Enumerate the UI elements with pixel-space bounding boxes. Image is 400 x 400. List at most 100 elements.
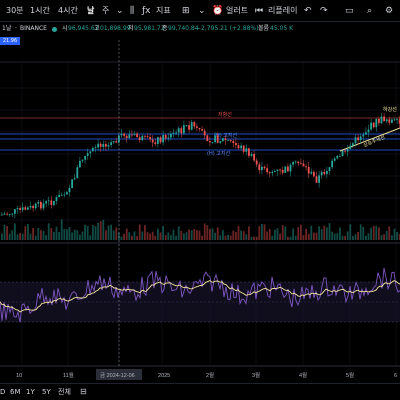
volume-bar xyxy=(94,226,97,240)
volume-bar xyxy=(159,232,162,240)
top-toolbar: 30분 1시간 4시간 날 주 ⌄ ⫼ ƒx 지표 ⊞ ⌄ ⏰ 얼러트 ⏮ 리플… xyxy=(0,0,400,22)
candle-body xyxy=(378,118,380,124)
candle-body xyxy=(29,206,32,208)
volume-bar xyxy=(66,229,68,240)
candle-body xyxy=(391,119,393,123)
settings-icon[interactable]: ⚙ xyxy=(385,6,394,16)
chevron-down-icon[interactable]: ⌄ xyxy=(116,6,124,16)
interval-1h-button[interactable]: 1시간 xyxy=(30,6,50,15)
volume-bar xyxy=(19,233,21,240)
volume-bar xyxy=(3,224,6,240)
interval-4h-button[interactable]: 4시간 xyxy=(58,6,78,15)
candle-body xyxy=(34,203,37,209)
templates-icon[interactable]: ⊞ xyxy=(182,6,190,16)
replay-button[interactable]: 리플레이 xyxy=(268,6,298,15)
volume-bar xyxy=(185,232,188,240)
candle-body xyxy=(86,153,89,156)
indicators-button[interactable]: 지표 xyxy=(156,6,171,15)
volume-bar xyxy=(391,235,393,240)
candle-body xyxy=(110,142,112,146)
volume-bar xyxy=(398,233,400,240)
candle-body xyxy=(344,150,346,152)
rsi-pane xyxy=(0,267,400,323)
candle-body xyxy=(66,192,68,195)
interval-day-button[interactable]: 날 xyxy=(87,6,95,15)
search-icon[interactable]: ⌕ xyxy=(367,6,373,16)
volume-bar xyxy=(396,232,398,240)
candle-body xyxy=(40,202,42,209)
candle-body xyxy=(193,122,196,127)
candle-body xyxy=(3,213,6,215)
candle-body xyxy=(310,171,313,174)
price-chart[interactable]: 저항선 (H) 고지선 (H) 고지선 하강선 상승추세선 10 11월 금 2… xyxy=(0,0,400,383)
price-badge: 21.96 xyxy=(0,37,20,45)
range-6m-button[interactable]: 6M xyxy=(10,388,21,396)
candle-body xyxy=(21,207,24,210)
volume-bar xyxy=(362,226,365,240)
candle-body xyxy=(235,143,237,146)
chevron-down-icon[interactable]: ⌄ xyxy=(198,6,206,16)
volume-bar xyxy=(32,227,34,240)
redo-icon[interactable]: ↷ xyxy=(320,6,328,16)
candle-body xyxy=(315,176,318,183)
candle-body xyxy=(27,207,29,210)
volume-bar xyxy=(131,235,133,240)
undo-icon[interactable]: ↶ xyxy=(304,6,312,16)
candle-body xyxy=(297,161,300,164)
candle-body xyxy=(180,128,183,134)
volume-bar xyxy=(209,229,211,240)
replay-icon[interactable]: ⏮ xyxy=(255,6,264,16)
volume-bar xyxy=(354,234,357,240)
volume-bar xyxy=(240,230,242,240)
alert-button[interactable]: 얼러트 xyxy=(226,6,249,15)
range-1y-button[interactable]: 1Y xyxy=(26,388,35,396)
time-label: 4월 xyxy=(299,371,307,379)
interval-30m-button[interactable]: 30분 xyxy=(6,6,24,15)
horizontal-grid xyxy=(0,87,400,221)
layout-icon[interactable]: ▭ xyxy=(345,6,354,16)
candle-body xyxy=(177,128,180,133)
volume-bar xyxy=(300,224,302,240)
candle-body xyxy=(159,137,162,143)
crosshair-date-label: 금 2024-12-06 xyxy=(100,372,135,379)
candle-body xyxy=(242,145,245,152)
candle-type-icon[interactable]: ⫼ xyxy=(130,6,135,16)
range-5y-button[interactable]: 5Y xyxy=(42,388,51,396)
candle-body xyxy=(89,151,92,154)
candle-body xyxy=(258,164,261,171)
date-range-icon[interactable]: ⊟ xyxy=(80,387,87,396)
volume-bar xyxy=(73,229,76,240)
indicators-icon[interactable]: ƒx xyxy=(142,6,151,16)
candle-body xyxy=(188,125,190,130)
volume-bar xyxy=(177,226,180,240)
candle-body xyxy=(323,171,326,175)
volume-bar xyxy=(248,226,250,240)
time-axis: 10 11월 금 2024-12-06 2025 2월 3월 4월 5월 6 xyxy=(16,369,397,380)
candle-body xyxy=(274,170,276,172)
range-1d-button[interactable]: D xyxy=(0,388,6,396)
range-all-button[interactable]: 전체 xyxy=(58,388,71,396)
candle-body xyxy=(248,148,250,156)
volume-bar xyxy=(388,226,391,240)
candle-body xyxy=(175,132,177,134)
volume-bar xyxy=(229,235,232,240)
interval-week-button[interactable]: 주 xyxy=(102,6,110,15)
volume-bar xyxy=(242,231,245,240)
volume-bars xyxy=(1,219,400,240)
candle-body xyxy=(24,207,27,210)
drawing-levels[interactable] xyxy=(0,117,400,152)
volume-bar xyxy=(352,236,354,240)
symbol-interval[interactable]: 1날 xyxy=(2,25,12,32)
volume-bar xyxy=(276,228,279,240)
volume-bar xyxy=(110,224,112,240)
volume-bar xyxy=(281,225,284,240)
high-value: 01,898.99 xyxy=(100,25,131,32)
candle-body xyxy=(331,160,333,168)
candle-body xyxy=(154,142,157,145)
volume-bar xyxy=(294,235,297,240)
alert-icon[interactable]: ⏰ xyxy=(212,6,224,16)
volume-bar xyxy=(216,227,219,240)
volume-bar xyxy=(58,231,60,240)
volume-bar xyxy=(206,225,209,240)
volume-bar xyxy=(367,233,370,240)
